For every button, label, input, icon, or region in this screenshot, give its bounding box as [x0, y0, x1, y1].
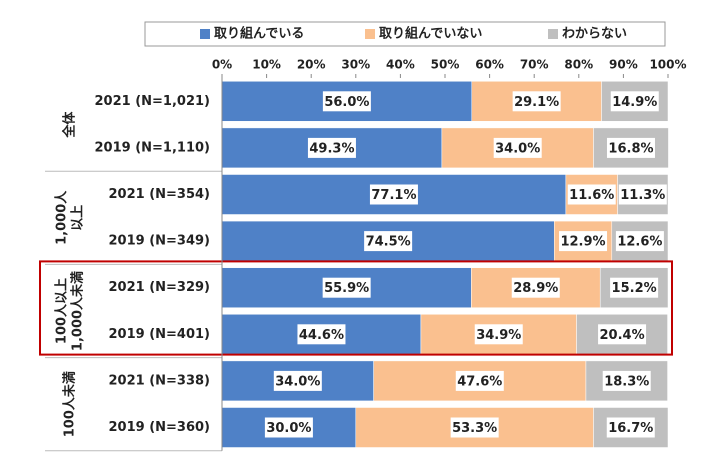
value-label: 30.0%: [266, 421, 311, 436]
value-label-box: [606, 417, 655, 438]
legend-swatch: [200, 29, 210, 39]
group-label: 100人以上: [54, 278, 70, 344]
category-label: 2021 (N=338): [109, 373, 211, 388]
category-label: 2019 (N=401): [109, 327, 211, 342]
x-tick-label: 0%: [212, 58, 232, 72]
value-label-box: [567, 184, 616, 205]
value-label-box: [474, 324, 523, 345]
value-label: 53.3%: [452, 421, 497, 436]
value-label: 29.1%: [514, 95, 559, 110]
value-label: 15.2%: [612, 281, 657, 296]
category-label: 2019 (N=1,110): [95, 140, 210, 155]
legend-swatch: [365, 29, 375, 39]
value-label-box: [450, 417, 499, 438]
value-label-box: [307, 137, 356, 158]
category-label: 2019 (N=360): [109, 420, 211, 435]
category-label: 2021 (N=354): [109, 187, 211, 202]
x-tick-label: 10%: [252, 58, 281, 72]
value-label: 77.1%: [371, 188, 416, 203]
category-label: 2021 (N=329): [109, 280, 211, 295]
legend-swatch: [548, 29, 558, 39]
value-label-box: [618, 184, 667, 205]
legend-label: わからない: [562, 27, 627, 42]
value-label: 34.0%: [495, 141, 540, 156]
value-label-box: [602, 370, 651, 391]
value-label: 16.8%: [608, 141, 653, 156]
value-label-box: [322, 91, 371, 112]
x-tick-label: 40%: [386, 58, 415, 72]
legend-label: 取り組んでいない: [379, 26, 482, 42]
value-label: 11.6%: [569, 188, 614, 203]
value-label-box: [615, 231, 664, 252]
highlight-box: [39, 260, 673, 356]
value-label-box: [322, 277, 371, 298]
value-label: 34.0%: [275, 374, 320, 389]
group-label: 以上: [71, 205, 86, 231]
x-tick-label: 50%: [431, 58, 460, 72]
value-label: 34.9%: [476, 328, 521, 343]
value-label-box: [264, 417, 313, 438]
value-label: 56.0%: [324, 95, 369, 110]
value-label: 18.3%: [604, 374, 649, 389]
value-label: 12.6%: [617, 235, 662, 250]
value-label-box: [610, 91, 659, 112]
category-label: 2019 (N=349): [109, 234, 211, 249]
group-label: 100人未満: [62, 371, 78, 437]
value-label: 11.3%: [620, 188, 665, 203]
value-label: 44.6%: [299, 328, 344, 343]
group-label: 1,000人未満: [70, 271, 86, 351]
x-tick-label: 80%: [564, 58, 593, 72]
value-label-box: [610, 277, 659, 298]
value-label-box: [493, 137, 542, 158]
value-label: 47.6%: [457, 374, 502, 389]
value-label-box: [511, 277, 560, 298]
value-label: 12.9%: [560, 235, 605, 250]
value-label-box: [297, 324, 346, 345]
x-tick-label: 30%: [341, 58, 370, 72]
group-label: 1,000人: [54, 190, 70, 245]
x-tick-label: 100%: [649, 58, 686, 72]
value-label: 49.3%: [309, 141, 354, 156]
x-tick-label: 60%: [475, 58, 504, 72]
x-tick-label: 70%: [520, 58, 549, 72]
legend-label: 取り組んでいる: [214, 26, 304, 42]
value-label: 74.5%: [366, 235, 411, 250]
value-label: 55.9%: [324, 281, 369, 296]
value-label: 28.9%: [513, 281, 558, 296]
value-label-box: [606, 137, 655, 158]
value-label-box: [364, 231, 413, 252]
value-label-box: [273, 370, 322, 391]
value-label-box: [369, 184, 418, 205]
value-label: 20.4%: [600, 328, 645, 343]
legend-box: [144, 21, 666, 47]
value-label-box: [559, 231, 608, 252]
group-label: 全体: [62, 111, 78, 139]
x-tick-label: 90%: [609, 58, 638, 72]
value-label-box: [598, 324, 647, 345]
value-label-box: [455, 370, 504, 391]
value-label-box: [512, 91, 561, 112]
category-label: 2021 (N=1,021): [95, 94, 210, 109]
bar-segment: [373, 360, 587, 402]
value-label: 16.7%: [608, 421, 653, 436]
value-label: 14.9%: [612, 95, 657, 110]
x-tick-label: 20%: [297, 58, 326, 72]
